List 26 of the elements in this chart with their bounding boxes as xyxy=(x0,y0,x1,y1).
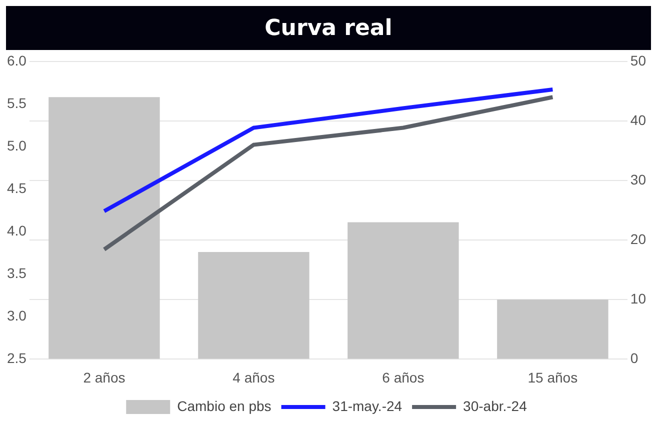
y-tick-label: 6.0 xyxy=(6,52,27,68)
y2-tick-label: 30 xyxy=(630,171,646,188)
chart-title: Curva real xyxy=(6,6,651,50)
y2-tick-label: 40 xyxy=(630,112,646,128)
x-tick-label: 6 años xyxy=(382,369,424,386)
y-tick-label: 3.0 xyxy=(6,308,27,324)
y-tick-label: 2.5 xyxy=(6,350,27,366)
bar xyxy=(198,252,310,359)
x-tick-label: 4 años xyxy=(232,369,275,386)
y2-tick-label: 50 xyxy=(630,52,646,68)
y-tick-label: 4.5 xyxy=(6,180,27,196)
y2-tick-label: 0 xyxy=(630,350,638,366)
y2-tick-label: 10 xyxy=(630,290,646,306)
legend-label: 31-may.-24 xyxy=(332,398,402,414)
y2-tick-label: 20 xyxy=(630,230,646,247)
x-tick-label: 15 años xyxy=(528,369,578,386)
y-tick-label: 5.5 xyxy=(6,94,27,111)
legend-label: Cambio en pbs xyxy=(177,398,272,414)
bar xyxy=(48,97,160,359)
x-tick-label: 2 años xyxy=(83,369,126,386)
legend-label: 30-abr.-24 xyxy=(463,398,528,414)
y-tick-label: 5.0 xyxy=(6,137,27,154)
y-tick-label: 3.5 xyxy=(6,264,27,281)
bar xyxy=(497,300,608,359)
y-tick-label: 4.0 xyxy=(6,222,27,238)
bar xyxy=(348,222,459,359)
